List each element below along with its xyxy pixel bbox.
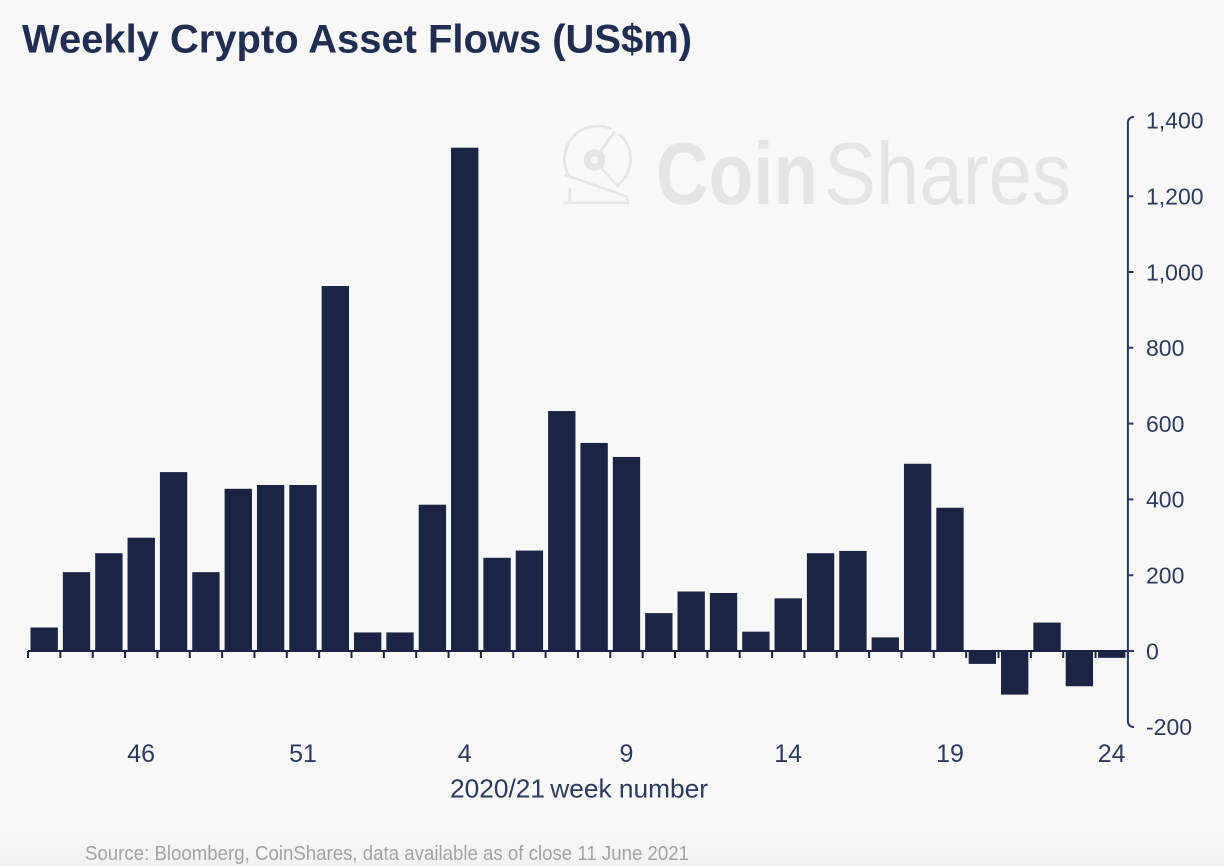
svg-text:1,000: 1,000 [1146, 259, 1204, 285]
svg-text:14: 14 [774, 740, 802, 768]
svg-text:400: 400 [1146, 487, 1184, 513]
svg-text:24: 24 [1098, 740, 1126, 768]
svg-text:19: 19 [936, 740, 964, 768]
svg-text:Source: Bloomberg, CoinShares,: Source: Bloomberg, CoinShares, data avai… [85, 843, 689, 865]
svg-text:200: 200 [1146, 563, 1184, 589]
svg-text:2020/21 week number: 2020/21 week number [450, 774, 708, 804]
svg-text:46: 46 [127, 740, 155, 768]
svg-text:Shares: Shares [824, 124, 1071, 223]
svg-text:Weekly Crypto Asset Flows (US$: Weekly Crypto Asset Flows (US$m) [22, 18, 692, 62]
svg-text:600: 600 [1146, 411, 1184, 437]
svg-text:800: 800 [1146, 335, 1184, 361]
svg-text:0: 0 [1146, 638, 1159, 664]
svg-text:1,400: 1,400 [1146, 108, 1204, 134]
svg-text:9: 9 [620, 740, 634, 768]
svg-text:4: 4 [458, 740, 472, 768]
svg-text:1,200: 1,200 [1146, 184, 1204, 210]
svg-text:-200: -200 [1146, 714, 1192, 740]
svg-text:Coin: Coin [656, 124, 818, 223]
svg-text:51: 51 [289, 740, 317, 768]
